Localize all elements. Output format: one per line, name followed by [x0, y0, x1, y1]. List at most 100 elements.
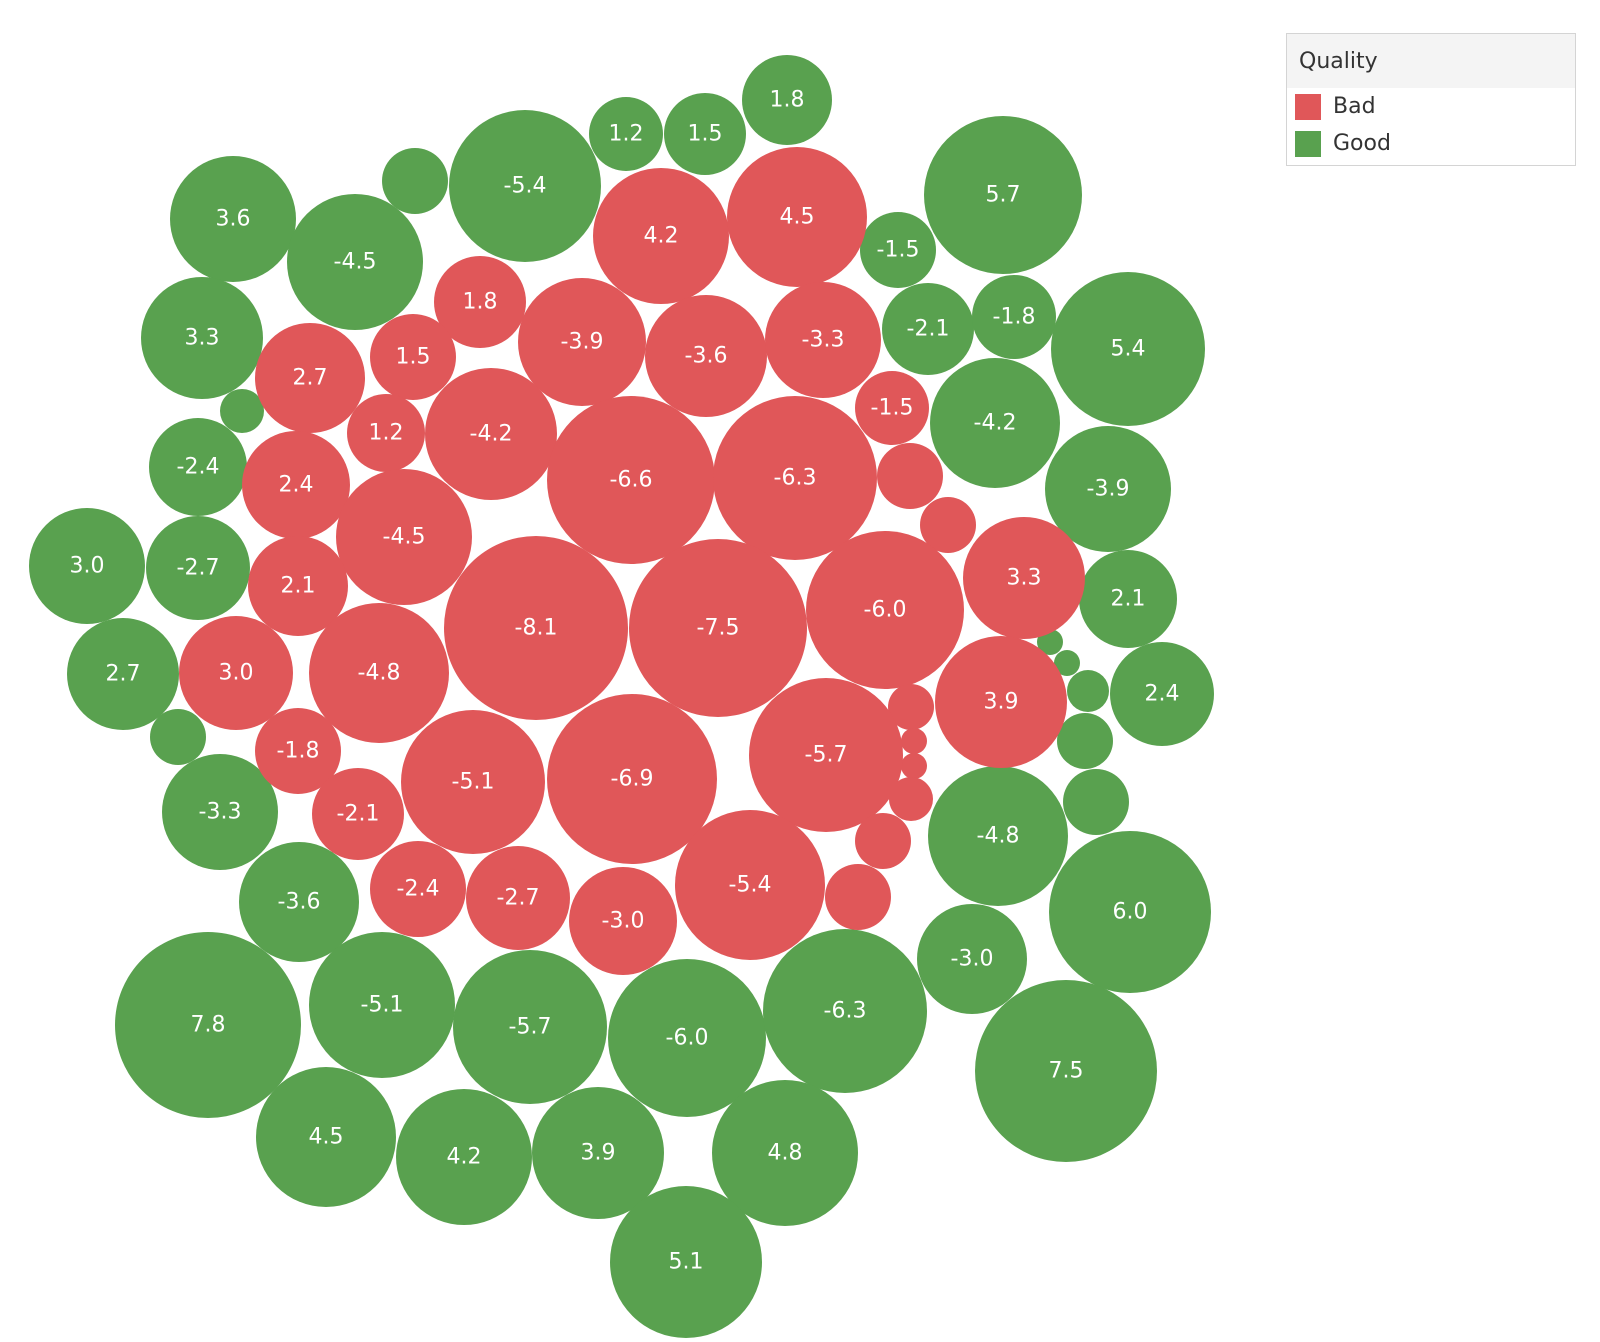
bubble-good[interactable]	[975, 980, 1157, 1162]
bubble-good[interactable]	[146, 516, 250, 620]
bubble-label: 4.8	[768, 1141, 803, 1166]
bubble-bad[interactable]	[855, 371, 929, 445]
legend-label-bad: Bad	[1333, 94, 1376, 119]
bubble-good[interactable]	[115, 932, 301, 1118]
bubble-good[interactable]	[763, 929, 927, 1093]
bubble-good[interactable]	[67, 618, 179, 730]
bubble-good[interactable]	[589, 97, 663, 171]
bubble-good[interactable]	[150, 709, 206, 765]
bubble-good[interactable]	[1049, 831, 1211, 993]
bubble-good[interactable]	[1079, 550, 1177, 648]
bubble-good[interactable]	[256, 1067, 396, 1207]
bubble-good[interactable]	[453, 950, 607, 1104]
bubble-label: -5.1	[361, 993, 404, 1018]
bubble-bad[interactable]	[466, 846, 570, 950]
bubble-bad[interactable]	[309, 603, 449, 743]
bubble-bad[interactable]	[889, 777, 933, 821]
bubble-bad[interactable]	[593, 168, 729, 304]
bubble-bad[interactable]	[370, 841, 466, 937]
bubble-bad[interactable]	[629, 539, 807, 717]
bubble-bad[interactable]	[336, 469, 472, 605]
bubble-bad[interactable]	[713, 396, 877, 560]
bubble-bad[interactable]	[547, 694, 717, 864]
bubble-good[interactable]	[712, 1080, 858, 1226]
bubble-bad[interactable]	[179, 616, 293, 730]
bubble-label: 4.2	[644, 224, 679, 249]
bubble-good[interactable]	[239, 842, 359, 962]
bubble-good[interactable]	[608, 959, 766, 1117]
bubble-bad[interactable]	[547, 396, 715, 564]
bubble-label: -6.3	[774, 466, 817, 491]
bubble-bad[interactable]	[312, 768, 404, 860]
bubble-bad[interactable]	[242, 431, 350, 539]
bubble-good[interactable]	[149, 418, 247, 516]
bubble-label: 5.7	[986, 183, 1021, 208]
bubble-bad[interactable]	[434, 256, 526, 348]
bubble-label: 3.9	[581, 1141, 616, 1166]
bubble-good[interactable]	[1051, 272, 1205, 426]
bubble-good[interactable]	[972, 275, 1056, 359]
bubble-bad[interactable]	[806, 531, 964, 689]
bubble-bad[interactable]	[888, 684, 934, 730]
bubble-bad[interactable]	[765, 282, 881, 398]
legend-title: Quality	[1287, 34, 1575, 88]
bubble-good[interactable]	[882, 283, 974, 375]
bubble-bad[interactable]	[444, 536, 628, 720]
bubble-good[interactable]	[664, 93, 746, 175]
bubble-bad[interactable]	[569, 867, 677, 975]
legend-item-good[interactable]: Good	[1287, 125, 1575, 162]
bubble-good[interactable]	[220, 389, 264, 433]
bubble-good[interactable]	[1110, 642, 1214, 746]
bubble-bad[interactable]	[901, 728, 927, 754]
bubble-bad[interactable]	[518, 278, 646, 406]
bubble-good[interactable]	[928, 766, 1068, 906]
bubble-good[interactable]	[382, 148, 448, 214]
bubble-label: 7.8	[191, 1013, 226, 1038]
bubble-good[interactable]	[396, 1089, 532, 1225]
bubble-bad[interactable]	[255, 708, 341, 794]
bubble-bad[interactable]	[877, 443, 943, 509]
bubble-good[interactable]	[1057, 713, 1113, 769]
bubble-good[interactable]	[924, 116, 1082, 274]
bubble-good[interactable]	[930, 358, 1060, 488]
bubble-bad[interactable]	[675, 810, 825, 960]
bubble-label: -1.5	[877, 238, 920, 263]
bubble-good[interactable]	[309, 932, 455, 1078]
bubble-bad[interactable]	[727, 147, 867, 287]
bubble-bad[interactable]	[825, 864, 891, 930]
legend: Quality Bad Good	[1286, 33, 1576, 166]
bubble-good[interactable]	[170, 156, 296, 282]
bubble-bad[interactable]	[855, 813, 911, 869]
bubble-good[interactable]	[1063, 769, 1129, 835]
bubble-good[interactable]	[1067, 670, 1109, 712]
bubble-bad[interactable]	[401, 710, 545, 854]
bubble-good[interactable]	[141, 277, 263, 399]
bubble-good[interactable]	[287, 194, 423, 330]
bubble-label: 3.0	[219, 661, 254, 686]
bubble-label: 3.9	[984, 690, 1019, 715]
bubble-good[interactable]	[1045, 426, 1171, 552]
bubble-good[interactable]	[610, 1186, 762, 1338]
bubble-bad[interactable]	[963, 517, 1085, 639]
bubble-good[interactable]	[742, 55, 832, 145]
bubble-good[interactable]	[532, 1087, 664, 1219]
legend-swatch-bad	[1295, 93, 1321, 120]
bubble-good[interactable]	[29, 508, 145, 624]
bubble-bad[interactable]	[425, 368, 557, 500]
bubble-bad[interactable]	[645, 295, 767, 417]
bubble-good[interactable]	[449, 110, 601, 262]
bubble-bad[interactable]	[901, 753, 927, 779]
bubble-bad[interactable]	[255, 323, 365, 433]
bubble-bad[interactable]	[248, 536, 348, 636]
bubble-bad[interactable]	[370, 314, 456, 400]
legend-item-bad[interactable]: Bad	[1287, 88, 1575, 125]
bubble-label: -2.4	[397, 877, 440, 902]
bubble-good[interactable]	[162, 754, 278, 870]
bubble-good[interactable]	[860, 212, 936, 288]
bubble-good[interactable]	[1054, 650, 1080, 676]
bubble-bad[interactable]	[935, 636, 1067, 768]
bubble-bad[interactable]	[749, 678, 903, 832]
bubble-bad[interactable]	[347, 394, 425, 472]
bubble-bad[interactable]	[920, 497, 976, 553]
bubble-good[interactable]	[917, 904, 1027, 1014]
